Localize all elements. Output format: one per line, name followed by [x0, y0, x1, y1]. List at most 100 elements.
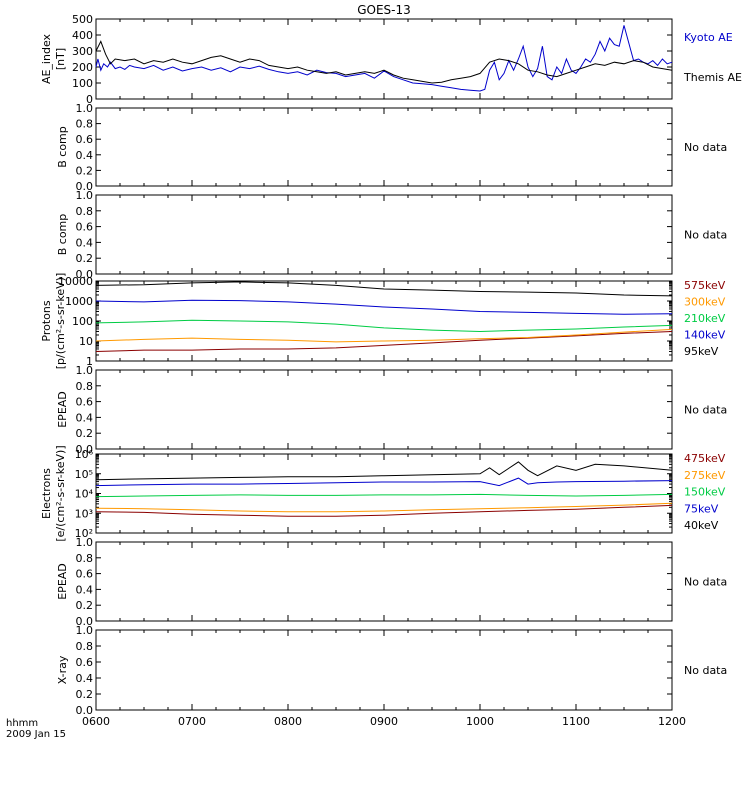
time-axis: 0600 0700 0800 0900 1000 1100 1200	[82, 715, 686, 728]
legend-entry: Themis AE	[683, 71, 742, 84]
series-300kev	[95, 328, 673, 343]
series-themis-ae	[95, 40, 673, 84]
legend-entry: 150keV	[684, 486, 726, 499]
y-tick-label: 500	[72, 13, 93, 26]
x-tick-label: 1200	[658, 715, 686, 728]
y-axis-label: X-ray	[56, 655, 69, 684]
panel-bcomp1: 0.0 0.2 0.4 0.6 0.8 1.0 B comp No data	[56, 102, 727, 193]
no-data-note: No data	[684, 141, 727, 154]
y-tick-label: 1.0	[76, 102, 94, 115]
y-tick-label: 0.8	[76, 205, 94, 218]
series-575kev	[95, 331, 673, 352]
panel-bcomp2: 0.0 0.2 0.4 0.6 0.8 1.0 B comp No data	[56, 189, 727, 281]
y-axis-label: AE_index	[40, 33, 53, 84]
y-axis-label: [nT]	[54, 48, 67, 70]
y-tick-label: 0.4	[76, 236, 94, 249]
y-tick-label: 0.2	[76, 599, 94, 612]
series-475kev	[95, 504, 673, 517]
x-tick-label: 0700	[178, 715, 206, 728]
x-tick-label: 0800	[274, 715, 302, 728]
panel-frame	[95, 453, 673, 534]
y-tick-label: 1.0	[76, 364, 94, 377]
y-tick-label: 0.4	[76, 149, 94, 162]
y-axis-label: EPEAD	[56, 391, 69, 428]
y-tick-label: 100	[72, 77, 93, 90]
y-axis-label: Electrons	[40, 468, 53, 519]
y-tick-label: 300	[72, 45, 93, 58]
legend-entry: 475keV	[684, 452, 726, 465]
y-tick-label: 10⁵	[75, 468, 93, 481]
panel-epead1: 0.0 0.2 0.4 0.6 0.8 1.0 EPEAD No data	[56, 364, 727, 456]
panel-frame	[95, 369, 673, 450]
y-tick-label: 400	[72, 29, 93, 42]
y-tick-label: 1.0	[76, 536, 94, 549]
y-tick-label: 1.0	[76, 624, 94, 637]
series-140kev	[95, 299, 673, 315]
series-210kev	[95, 319, 673, 333]
y-tick-label: 0.2	[76, 427, 94, 440]
y-tick-label: 0.8	[76, 380, 94, 393]
y-tick-label: 10⁶	[75, 448, 94, 461]
y-tick-label: 0.2	[76, 252, 94, 265]
y-tick-label: 0.6	[76, 656, 94, 669]
no-data-note: No data	[684, 229, 727, 242]
series-95kev	[95, 281, 673, 297]
y-tick-label: 10³	[75, 507, 93, 520]
y-tick-label: 0.2	[76, 688, 94, 701]
y-tick-label: 0.0	[76, 268, 94, 281]
x-tick-label: 0600	[82, 715, 110, 728]
y-axis-label: EPEAD	[56, 563, 69, 600]
time-axis-label: hhmm	[6, 718, 38, 729]
legend-entry: 95keV	[684, 345, 719, 358]
no-data-note: No data	[684, 664, 727, 677]
x-tick-label: 1100	[562, 715, 590, 728]
y-tick-label: 0.6	[76, 568, 94, 581]
panel-frame	[95, 107, 673, 187]
x-tick-label: 0900	[370, 715, 398, 728]
x-tick-label: 1000	[466, 715, 494, 728]
y-tick-label: 0.8	[76, 640, 94, 653]
series-275kev	[95, 502, 673, 513]
chart-title: GOES-13	[357, 3, 411, 17]
y-tick-label: 10²	[75, 527, 93, 540]
y-tick-label: 1000	[65, 295, 93, 308]
y-tick-label: 100	[72, 315, 93, 328]
y-tick-label: 0.8	[76, 552, 94, 565]
panel-xray: 0.0 0.2 0.4 0.6 0.8 1.0 X-ray No data	[56, 624, 727, 717]
y-tick-label: 10	[79, 335, 93, 348]
y-tick-label: 0	[86, 93, 93, 106]
no-data-note: No data	[684, 404, 727, 417]
panel-protons: 1 10 100 1000 10000 Protons [p/(cm²-s-sr-keV)]…	[40, 273, 726, 370]
y-tick-label: 0.0	[76, 180, 94, 193]
legend-entry: 40keV	[684, 519, 719, 532]
y-tick-label: 0.0	[76, 704, 94, 717]
y-tick-label: 1.0	[76, 189, 94, 202]
y-tick-label: 0.2	[76, 164, 94, 177]
y-tick-label: 10000	[58, 275, 93, 288]
series-kyoto-ae	[95, 25, 673, 92]
y-tick-label: 200	[72, 61, 93, 74]
legend-entry: 575keV	[684, 279, 726, 292]
series-75kev	[95, 477, 673, 487]
no-data-note: No data	[684, 576, 727, 589]
legend-entry: Kyoto AE	[684, 31, 733, 44]
series-150kev	[95, 493, 673, 498]
legend-entry: 300keV	[684, 296, 726, 309]
y-tick-label: 0.8	[76, 118, 94, 131]
panel-frame	[95, 194, 673, 275]
legend-entry: 210keV	[684, 312, 726, 325]
panel-frame	[95, 629, 673, 711]
date-label: 2009 Jan 15	[6, 729, 66, 740]
panel-ae: 0 100 200 300 400 500 AE_index [nT] Kyoto AE Them…	[40, 13, 742, 106]
legend-entry: 75keV	[684, 502, 719, 515]
y-tick-label: 0.0	[76, 615, 94, 628]
y-tick-label: 0.4	[76, 411, 94, 424]
y-tick-label: 0.6	[76, 133, 94, 146]
y-axis-label: Protons	[40, 300, 53, 341]
legend-entry: 275keV	[684, 469, 726, 482]
y-axis-label: B comp	[56, 126, 69, 168]
panel-frame	[95, 541, 673, 622]
y-tick-label: 1	[86, 355, 93, 368]
y-tick-label: 0.4	[76, 583, 94, 596]
